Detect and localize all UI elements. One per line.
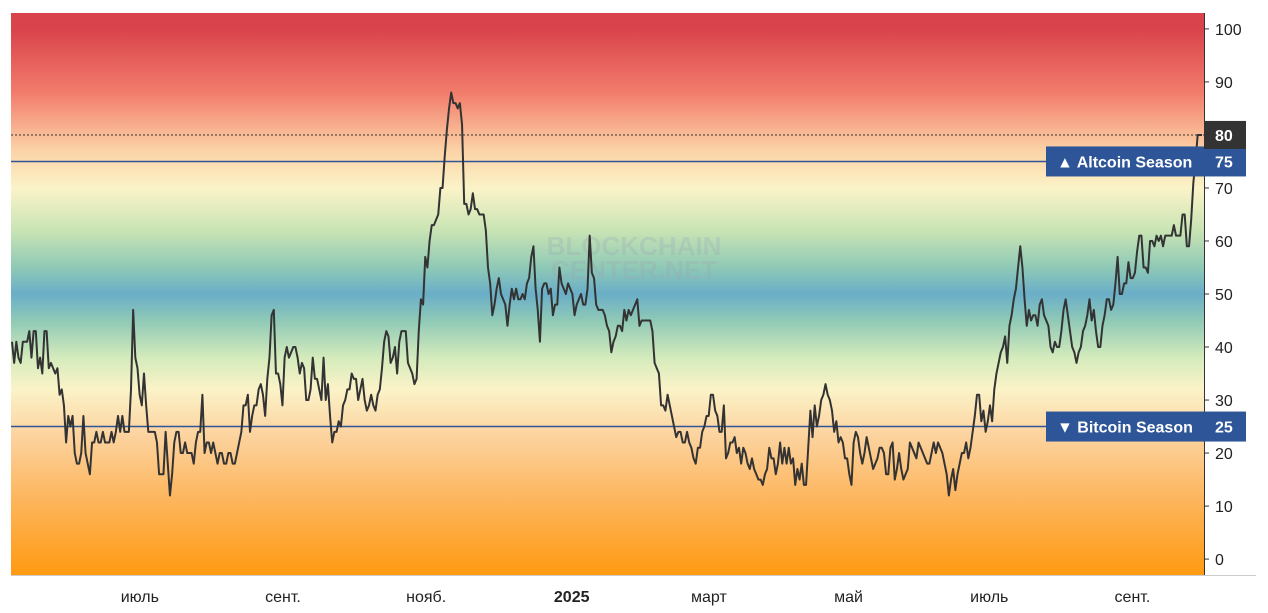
threshold-value-text: 75 bbox=[1215, 154, 1233, 171]
x-tick-label: сент. bbox=[1115, 589, 1151, 606]
threshold-label-box bbox=[1046, 411, 1204, 442]
x-tick-label: июль bbox=[121, 589, 159, 606]
threshold-lines bbox=[11, 160, 1204, 428]
threshold-label-1: ▼ Bitcoin Season 25 bbox=[1046, 411, 1246, 442]
threshold-label-box bbox=[1046, 146, 1204, 177]
x-tick-label: июль bbox=[970, 589, 1008, 606]
last-value-badge: 80 bbox=[1204, 120, 1246, 149]
x-tick-label: нояб. bbox=[406, 589, 446, 606]
index-series-line bbox=[11, 91, 1202, 497]
x-tick-label: май bbox=[834, 589, 863, 606]
last-value-box bbox=[1204, 120, 1246, 149]
last-value-text: 80 bbox=[1215, 128, 1233, 145]
watermark: BLOCKCHAIN CENTER.NET bbox=[547, 231, 722, 285]
plot-background bbox=[11, 13, 1204, 575]
y-axis-panel bbox=[1204, 13, 1256, 575]
y-axis-ticks: 0 10 20 30 40 50 60 70 80 90 100 bbox=[1204, 22, 1242, 569]
y-tick-label: 0 bbox=[1215, 552, 1224, 569]
y-tick-label: 60 bbox=[1215, 234, 1233, 251]
threshold-label-text: ▲ Altcoin Season bbox=[1057, 154, 1192, 171]
x-tick-label: март bbox=[691, 589, 727, 606]
y-tick-label: 50 bbox=[1215, 287, 1233, 304]
x-tick-label: сент. bbox=[265, 589, 301, 606]
x-tick-label: 2025 bbox=[554, 589, 590, 606]
y-tick-label: 20 bbox=[1215, 446, 1233, 463]
y-tick-label: 70 bbox=[1215, 181, 1233, 198]
y-tick-label: 90 bbox=[1215, 75, 1233, 92]
threshold-value-box bbox=[1204, 146, 1246, 177]
threshold-labels: ▲ Altcoin Season 75 ▼ Bitcoin Season 25 bbox=[1046, 146, 1246, 442]
watermark-line-2: CENTER.NET bbox=[551, 255, 717, 285]
threshold-label-0: ▲ Altcoin Season 75 bbox=[1046, 146, 1246, 177]
threshold-label-text: ▼ Bitcoin Season bbox=[1057, 420, 1193, 437]
threshold-value-text: 25 bbox=[1215, 420, 1233, 437]
y-tick-label: 10 bbox=[1215, 499, 1233, 516]
y-tick-label: 100 bbox=[1215, 22, 1242, 39]
threshold-value-box bbox=[1204, 411, 1246, 442]
watermark-line-1: BLOCKCHAIN bbox=[547, 231, 722, 261]
y-tick-label: 40 bbox=[1215, 340, 1233, 357]
x-axis-ticks: июль сент. нояб. 2025 март май июль сент. bbox=[121, 589, 1151, 606]
y-tick-label: 30 bbox=[1215, 393, 1233, 410]
